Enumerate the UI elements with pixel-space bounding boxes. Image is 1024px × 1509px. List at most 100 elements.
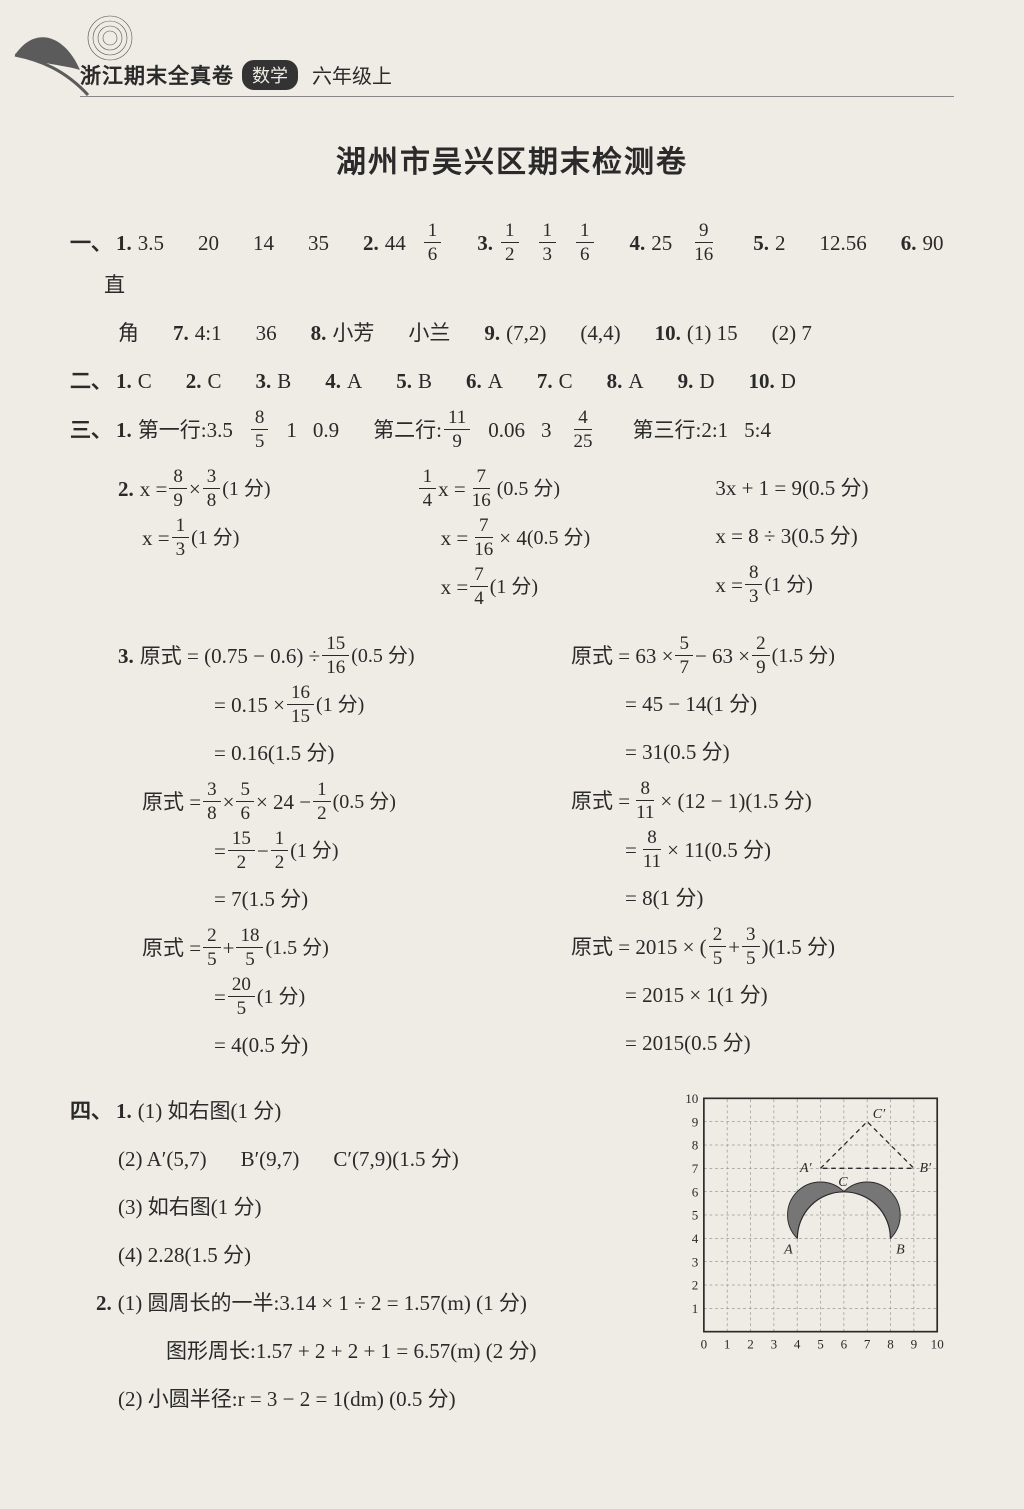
s3q2c2l1pts: (0.5 分) — [497, 469, 560, 509]
s3q2c2l3pts: (1 分) — [490, 567, 538, 607]
q7-a: 4:1 — [195, 312, 222, 354]
s4q2l3: (2) 小圆半径:r = 3 − 2 = 1(dm) (0.5 分) — [118, 1378, 456, 1420]
s3q3Lc2pts: (1 分) — [257, 977, 305, 1017]
s3q1-r3b: 5:4 — [744, 409, 771, 451]
s4q1l2b: B′(9,7) — [241, 1138, 300, 1180]
s3q3La2p: = 0.15 × — [214, 684, 285, 726]
q3-f1: 12 — [501, 221, 519, 264]
svg-text:B: B — [896, 1242, 905, 1257]
sec2-qnum: 3. — [256, 369, 272, 393]
s3q2c1l2p: x = — [142, 517, 170, 559]
s3q2c2l2pts: (0.5 分) — [527, 518, 590, 558]
s3q2-num: 2. — [118, 468, 134, 510]
sec2-ans: B — [418, 369, 432, 393]
sec2-ans: B — [277, 369, 291, 393]
q8-a: 小芳 — [332, 312, 374, 354]
s4q1l4: (4) 2.28(1.5 分) — [118, 1234, 251, 1276]
corner-decoration — [10, 10, 150, 120]
s3q3Rc2: = 2015 × 1(1 分) — [625, 974, 768, 1016]
s3q3La2pts: (1 分) — [316, 685, 364, 725]
sec4: 四、 1. (1) 如右图(1 分) (2) A′(5,7) B′(9,7) C… — [70, 1084, 954, 1426]
s3q3La1p: 原式 = (0.75 − 0.6) ÷ — [140, 635, 320, 677]
s3q3-right: 原式 = 63 × 57 − 63 × 29 (1.5 分) = 45 − 14… — [571, 628, 954, 1072]
s3q3Rc1s: )(1.5 分) — [762, 926, 835, 968]
s3q1-r3lbl: 第三行: — [632, 409, 701, 451]
paper-title: 湖州市吴兴区期末检测卷 — [70, 137, 954, 181]
s3q1-r1a: 3.5 — [207, 409, 233, 451]
sec2-qnum: 7. — [537, 369, 553, 393]
s3q2c3l2: x = 8 ÷ 3(0.5 分) — [715, 515, 857, 557]
sec2-ans: A — [488, 369, 503, 393]
q5-b: 12.56 — [820, 222, 867, 264]
svg-text:8: 8 — [692, 1138, 699, 1153]
q3-f3: 16 — [576, 221, 594, 264]
q10-b: (2) 7 — [772, 312, 812, 354]
s4q1l1: (1) 如右图(1 分) — [138, 1090, 281, 1132]
sec1-line1: 一、 1. 3.5 20 14 35 2. 44 16 3. 12 13 16 … — [70, 221, 954, 306]
sec2-qnum: 5. — [396, 369, 412, 393]
subject-pill: 数学 — [242, 60, 298, 90]
s3q1-f1: 85 — [251, 408, 269, 451]
s3q3Lc2p: = — [214, 976, 226, 1018]
s3q1-r2lbl: 第二行: — [373, 409, 442, 451]
svg-text:9: 9 — [911, 1336, 918, 1351]
s3q3Lb1p: 原式 = — [142, 781, 201, 823]
q5-num: 5. — [753, 222, 769, 264]
s3q3Lc1pts: (1.5 分) — [265, 928, 328, 968]
s4q1-num: 1. — [116, 1090, 132, 1132]
q1-v1: 3.5 — [138, 222, 164, 264]
sec2-ans: A — [628, 369, 643, 393]
sec2-ans: C — [208, 369, 222, 393]
q4-frac: 916 — [690, 221, 717, 264]
svg-text:1: 1 — [692, 1301, 699, 1316]
grade-label: 六年级上 — [312, 66, 392, 88]
s3q3Lb3: = 7(1.5 分) — [214, 878, 308, 920]
sec3-label: 三、 — [70, 409, 112, 451]
s3q3Ra1m: − 63 × — [695, 635, 750, 677]
s3q3Rc3: = 2015(0.5 分) — [625, 1022, 751, 1064]
s3q3Rc1m: + — [728, 926, 740, 968]
svg-text:7: 7 — [864, 1336, 871, 1351]
s3q3Ra2: = 45 − 14(1 分) — [625, 683, 757, 725]
svg-text:8: 8 — [887, 1336, 894, 1351]
q3-f2: 13 — [539, 221, 557, 264]
sec4-label: 四、 — [70, 1090, 112, 1132]
sec2-qnum: 1. — [116, 369, 132, 393]
svg-text:B′: B′ — [919, 1161, 932, 1176]
sec2-ans: D — [699, 369, 714, 393]
q5-a: 2 — [775, 222, 786, 264]
svg-text:4: 4 — [692, 1231, 699, 1246]
s4q2-num: 2. — [96, 1282, 112, 1324]
s3q1-r2b: 0.06 — [488, 409, 525, 451]
s3q1-f2: 119 — [444, 408, 470, 451]
s3q2c2l1m: x = — [438, 468, 466, 510]
s3q2c1l1p: x = — [140, 468, 168, 510]
q7-b: 36 — [256, 312, 277, 354]
svg-text:6: 6 — [692, 1184, 699, 1199]
sec2-qnum: 2. — [186, 369, 202, 393]
s3q1-r3a: 2:1 — [701, 409, 728, 451]
q1-num: 1. — [116, 222, 132, 264]
svg-text:1: 1 — [724, 1336, 731, 1351]
s3q3-num: 3. — [118, 635, 134, 677]
s4q2l2: 图形周长:1.57 + 2 + 2 + 1 = 6.57(m) (2 分) — [166, 1330, 537, 1372]
page: 浙江期末全真卷 数学 六年级上 湖州市吴兴区期末检测卷 一、 1. 3.5 20… — [0, 0, 1024, 1509]
s3q3Lc1p: 原式 = — [142, 927, 201, 969]
content: 一、 1. 3.5 20 14 35 2. 44 16 3. 12 13 16 … — [70, 221, 954, 1426]
s4q1l2c: C′(7,9)(1.5 分) — [333, 1138, 458, 1180]
q4-num: 4. — [630, 222, 646, 264]
q3-num: 3. — [477, 222, 493, 264]
q7-num: 7. — [173, 312, 189, 354]
s3q2c1l1pts: (1 分) — [222, 469, 270, 509]
q6-suffix: 角 — [118, 312, 139, 354]
sec2-ans: C — [559, 369, 573, 393]
s3q3Rb1s: × (12 − 1)(1.5 分) — [660, 780, 811, 822]
q10-num: 10. — [655, 312, 681, 354]
q6-b: 直 — [104, 264, 125, 306]
s3q1-r1d: 0.9 — [313, 409, 339, 451]
svg-text:2: 2 — [747, 1336, 754, 1351]
svg-text:3: 3 — [692, 1254, 699, 1269]
s3q2c2l2p: x = — [441, 517, 469, 559]
s3q1-r1c: 1 — [286, 409, 297, 451]
s3q2-col3: 3x + 1 = 9(0.5 分) x = 8 ÷ 3(0.5 分) x = 8… — [715, 461, 954, 614]
